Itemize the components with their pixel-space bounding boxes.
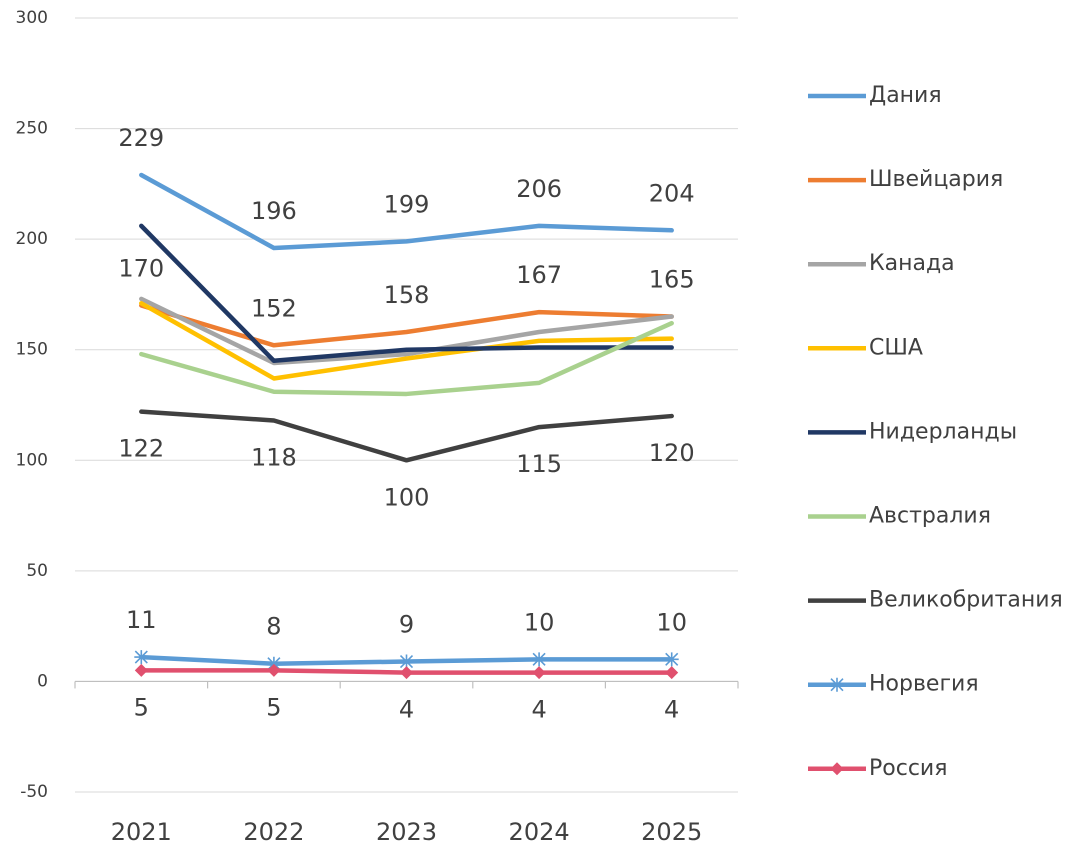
y-tick-label: 100 [16,450,48,470]
data-label: 4 [664,696,679,724]
y-tick-label: 0 [37,671,48,691]
legend-marker [830,677,844,692]
legend-label: Швейцария [869,167,1003,192]
data-label: 196 [251,197,297,225]
y-tick-label: 200 [16,229,48,249]
data-label: 165 [649,266,695,294]
x-tick-label: 2022 [243,818,304,843]
series-line [139,320,674,397]
data-label: 229 [118,124,164,152]
data-label: 10 [656,608,687,636]
series-line [139,296,674,366]
point-marker [134,650,149,665]
data-label: 8 [266,613,281,641]
series-line [139,223,674,364]
data-label: 118 [251,443,297,471]
data-label: 11 [126,606,157,634]
x-tick-label: 2021 [111,818,172,843]
data-label: 206 [516,175,562,203]
legend-label: Великобритания [869,588,1063,613]
x-tick-label: 2024 [509,818,570,843]
point-marker [267,663,281,677]
legend-label: Нидерланды [869,419,1017,444]
y-tick-label: 50 [26,561,48,581]
data-label: 152 [251,294,297,322]
data-label: 4 [399,696,414,724]
data-label: 5 [134,693,149,721]
series-line [139,172,674,251]
series-line [139,301,674,381]
legend-label: США [869,335,923,360]
legend-label: Канада [869,251,955,276]
data-label: 167 [516,261,562,289]
legend-marker [830,762,844,776]
data-label: 170 [118,254,164,282]
point-marker [399,654,414,669]
point-marker [665,666,679,680]
x-tick-label: 2025 [641,818,702,843]
data-label: 100 [384,483,430,511]
series-line [139,303,674,348]
point-marker [664,652,679,667]
y-tick-label: 150 [16,340,48,360]
series-line [139,409,674,463]
data-label: 5 [266,693,281,721]
point-marker [266,656,281,671]
y-tick-label: -50 [20,782,48,802]
data-label: 204 [649,179,695,207]
data-label: 158 [384,281,430,309]
y-tick-label: 250 [16,119,48,139]
point-marker [134,663,148,677]
data-label: 4 [531,696,546,724]
legend-label: Россия [869,756,947,781]
data-label: 9 [399,611,414,639]
legend-label: Норвегия [869,672,979,697]
legend-label: Австралия [869,504,991,529]
y-tick-label: 300 [16,8,48,28]
data-label: 115 [516,450,562,478]
data-label: 120 [649,439,695,467]
legend-label: Дания [869,83,942,108]
point-marker [400,666,413,680]
data-label: 199 [384,190,430,218]
data-label: 10 [524,608,555,636]
data-label: 122 [118,435,164,463]
point-marker [532,666,546,680]
point-marker [532,652,547,667]
x-tick-label: 2023 [376,818,437,843]
